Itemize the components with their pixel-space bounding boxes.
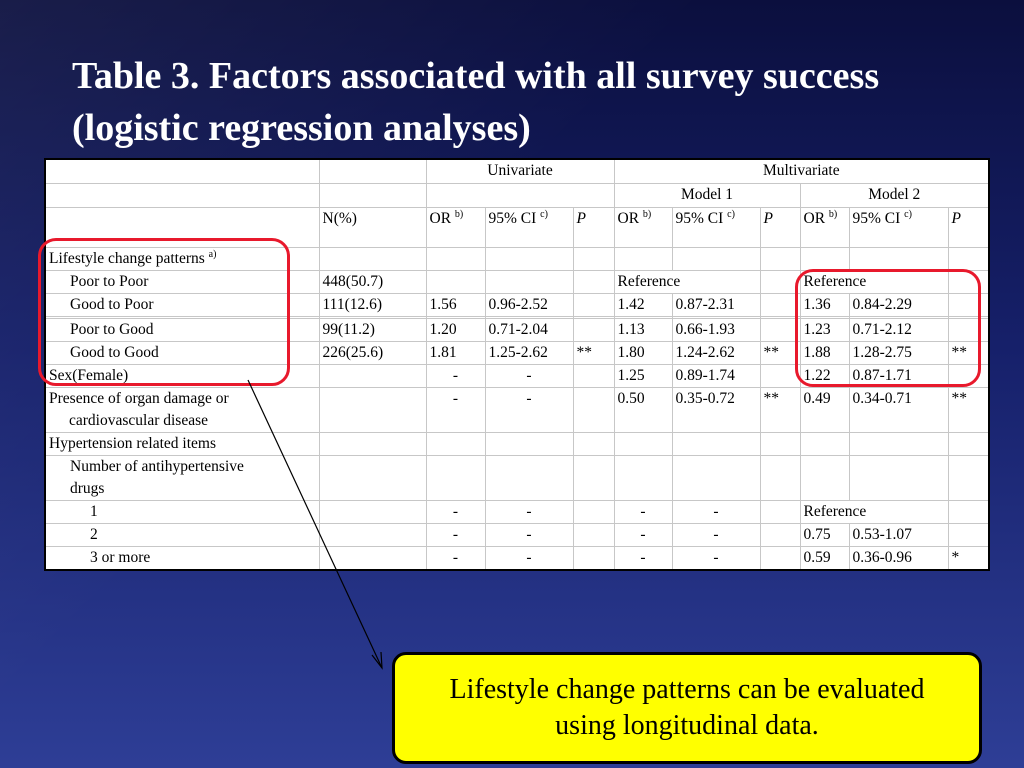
or-header: OR b): [613, 206, 672, 247]
row-label: Poor to Good: [44, 317, 319, 341]
header-row-1: Univariate Multivariate: [44, 158, 990, 183]
table-row: Good to Poor 111(12.6) 1.56 0.96-2.52 1.…: [44, 292, 990, 316]
model1-header: Model 1: [613, 182, 800, 207]
row-label: Sex(Female): [44, 363, 319, 387]
table-row: Presence of organ damage or cardiovascula…: [44, 386, 990, 432]
header-row-2: Model 1 Model 2: [44, 182, 990, 207]
or-header: OR b): [799, 206, 849, 247]
row-label: 3 or more: [44, 545, 319, 570]
slide-title: Table 3. Factors associated with all sur…: [72, 55, 880, 149]
regression-table: Univariate Multivariate Model 1 Model 2 …: [44, 158, 991, 571]
p-header: P: [947, 206, 990, 247]
row-label: Good to Poor: [44, 292, 319, 316]
row-label: Poor to Poor: [44, 269, 319, 293]
row-label: Good to Good: [44, 340, 319, 364]
header-row-3: N(%) OR b) 95% CI c) P OR b) 95% CI c) P…: [44, 206, 990, 247]
row-label: Hypertension related items: [44, 431, 319, 455]
p-header: P: [759, 206, 800, 247]
p-header: P: [572, 206, 614, 247]
row-label: 2: [44, 522, 319, 546]
or-header: OR b): [425, 206, 485, 247]
ci-header: 95% CI c): [848, 206, 948, 247]
table-row: Poor to Poor 448(50.7) Reference Referen…: [44, 269, 990, 293]
table-row: Good to Good 226(25.6) 1.81 1.25-2.62 **…: [44, 340, 990, 364]
row-label: Lifestyle change patterns a): [44, 246, 319, 270]
table-row: Sex(Female) - - 1.25 0.89-1.74 1.22 0.87…: [44, 363, 990, 387]
univariate-header: Univariate: [425, 158, 614, 183]
table-row: Lifestyle change patterns a): [44, 246, 990, 270]
table-row: 3 or more - - - - 0.59 0.36-0.96 *: [44, 545, 990, 570]
row-label: 1: [44, 499, 319, 523]
ci-header: 95% CI c): [484, 206, 573, 247]
table-row: Hypertension related items: [44, 431, 990, 455]
table-row: 2 - - - - 0.75 0.53-1.07: [44, 522, 990, 546]
multivariate-header: Multivariate: [613, 158, 990, 183]
row-label: Number of antihypertensive drugs: [44, 454, 319, 500]
row-label: Presence of organ damage or cardiovascula…: [44, 386, 319, 432]
n-pct-header: N(%): [318, 206, 426, 247]
model2-header: Model 2: [799, 182, 990, 207]
spacer-row: [44, 315, 990, 318]
table-row: 1 - - - - Reference: [44, 499, 990, 523]
ci-header: 95% CI c): [671, 206, 760, 247]
callout-box: Lifestyle change patterns can be evaluat…: [392, 652, 982, 764]
table-row: Number of antihypertensive drugs: [44, 454, 990, 500]
table-row: Poor to Good 99(11.2) 1.20 0.71-2.04 1.1…: [44, 317, 990, 341]
